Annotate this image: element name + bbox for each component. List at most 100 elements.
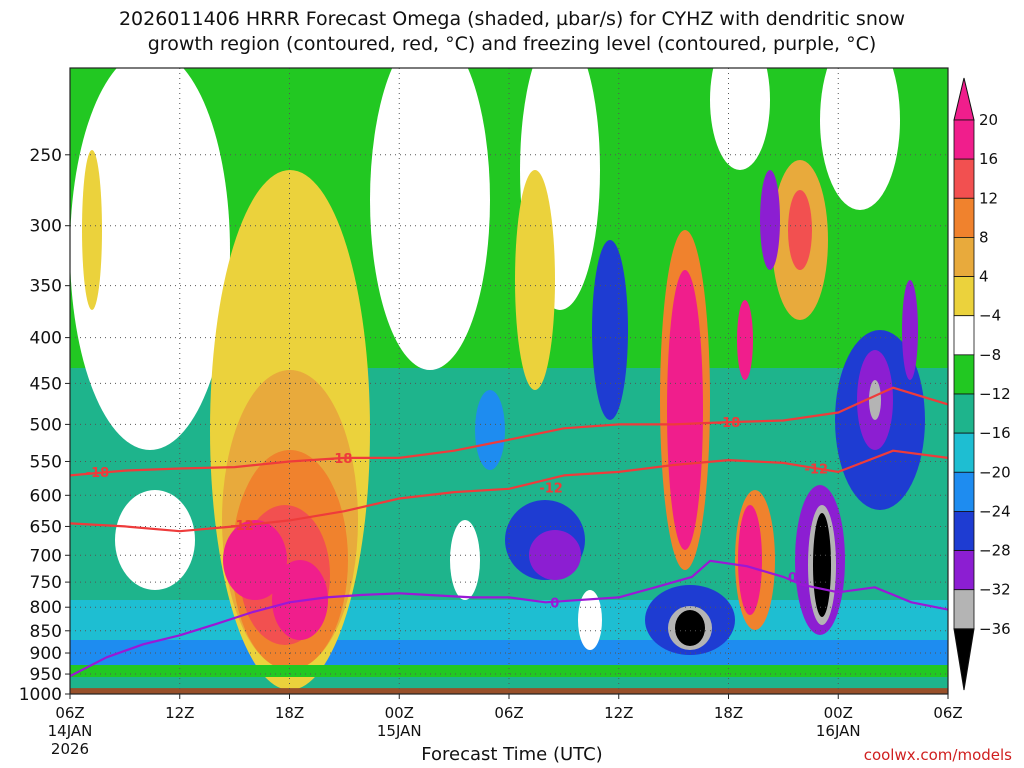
shade-cell [515, 170, 555, 390]
contour-zero [70, 559, 948, 678]
x-tick-label: 06Z [933, 704, 962, 722]
ground-fill [70, 688, 948, 694]
x-tick-label: 00Z [824, 704, 853, 722]
contour-label: -12 [539, 481, 563, 496]
shade-upper-white [70, 68, 230, 450]
chart-title-line-1: 2026011406 HRRR Forecast Omega (shaded, … [118, 8, 906, 30]
contours: -18 -18 -18 -12 -12 -12 0 0 [70, 386, 948, 678]
x-tick-label: 06Z [494, 704, 523, 722]
shade-cell [450, 520, 480, 600]
y-tick-label: 950 [30, 665, 62, 685]
x-tick-date: 15JAN [377, 722, 422, 740]
colorbar-label: 20 [979, 111, 998, 129]
colorbar-label: −36 [979, 620, 1011, 638]
shade-cell [869, 380, 881, 420]
shade-cell [115, 490, 195, 590]
shade-cell [760, 170, 780, 270]
y-tick-label: 250 [30, 146, 62, 166]
y-tick-label: 350 [30, 277, 62, 297]
x-tick-date: 14JAN [48, 722, 93, 740]
shade-cell [370, 68, 490, 370]
colorbar-label: −16 [979, 424, 1011, 442]
colorbar-label: −28 [979, 542, 1011, 560]
colorbar-label: 8 [979, 228, 989, 246]
y-tick-label: 650 [30, 517, 62, 537]
shade-cell [738, 505, 762, 615]
colorbar-swatch [953, 471, 975, 512]
x-tick-label: 06Z [55, 704, 84, 722]
colorbar-swatch [953, 237, 975, 277]
colorbar-swatch [953, 354, 975, 395]
colorbar-label: 4 [979, 268, 989, 286]
y-tick-label: 500 [30, 415, 62, 435]
contour-label: -12 [805, 462, 829, 477]
colorbar-swatch [953, 589, 975, 630]
contour-label: -18 [86, 466, 110, 481]
colorbar-label: −8 [979, 346, 1001, 364]
y-tick-label: 400 [30, 329, 62, 349]
contour-label: -12 [230, 519, 254, 534]
x-axis-label: Forecast Time (UTC) [421, 744, 603, 765]
y-tick-label: 450 [30, 374, 62, 394]
shade-cell [475, 390, 505, 470]
colorbar-swatch [953, 197, 975, 238]
shade-column-pink [667, 270, 703, 550]
y-tick-label: 700 [30, 546, 62, 566]
shade-cell [902, 280, 918, 380]
plot-area: -18 -18 -18 -12 -12 -12 0 0 [69, 67, 949, 695]
shade-black-core [675, 610, 705, 646]
shade-cell [578, 590, 602, 650]
colorbar-label: −12 [979, 385, 1011, 403]
shade-black-core [813, 513, 831, 617]
contour-label: -18 [329, 452, 353, 467]
colorbar-swatch [953, 511, 975, 551]
colorbar-swatch [953, 158, 975, 199]
contour-label: 0 [788, 571, 797, 586]
colorbar-label: −24 [979, 502, 1011, 520]
colorbar-swatch [953, 119, 975, 160]
x-tick-label: 18Z [275, 704, 304, 722]
shade-surface-green [70, 665, 948, 677]
contour-label: -18 [717, 416, 741, 431]
colorbar-swatch [953, 315, 975, 356]
omega-shading [70, 68, 948, 694]
x-tick-label: 12Z [165, 704, 194, 722]
shade-cell [737, 300, 753, 380]
x-tick-date: 16JAN [816, 722, 861, 740]
chart-title-line-2: growth region (contoured, red, °C) and f… [147, 33, 877, 55]
colorbar-label: −4 [979, 307, 1001, 325]
colorbar-label: 12 [979, 189, 998, 207]
shade-plume-pink [223, 520, 287, 600]
shade-cell [710, 68, 770, 170]
y-tick-label: 750 [30, 573, 62, 593]
colorbar-label: −20 [979, 463, 1011, 481]
credit-text: coolwx.com/models [863, 746, 1012, 764]
contour-minus18 [70, 386, 948, 477]
y-tick-label: 550 [30, 452, 62, 472]
colorbar-swatch [953, 550, 975, 591]
colorbar: 20 16 12 8 4 −4 −8 −12 −16 −20 −24 −28 −32 −36 [953, 77, 1011, 691]
x-tick-year: 2026 [51, 740, 89, 758]
x-tick-label: 12Z [604, 704, 633, 722]
colorbar-top-arrow [953, 77, 975, 121]
contour-label: 0 [550, 596, 559, 611]
shade-cell [788, 190, 812, 270]
colorbar-label: 16 [979, 150, 998, 168]
colorbar-swatch [953, 276, 975, 317]
x-tick-label: 00Z [385, 704, 414, 722]
shade-cell [82, 150, 102, 310]
y-tick-label: 900 [30, 644, 62, 664]
y-tick-label: 600 [30, 486, 62, 506]
y-tick-label: 850 [30, 622, 62, 642]
y-axis: 2503003504004505005506006507007508008509… [19, 146, 70, 705]
x-tick-label: 18Z [714, 704, 743, 722]
colorbar-label: −32 [979, 581, 1011, 599]
y-tick-label: 300 [30, 217, 62, 237]
y-tick-label: 800 [30, 598, 62, 618]
shade-cell [592, 240, 628, 420]
y-tick-label: 1000 [19, 685, 62, 705]
colorbar-swatch [953, 432, 975, 473]
ground-layer [70, 688, 948, 694]
